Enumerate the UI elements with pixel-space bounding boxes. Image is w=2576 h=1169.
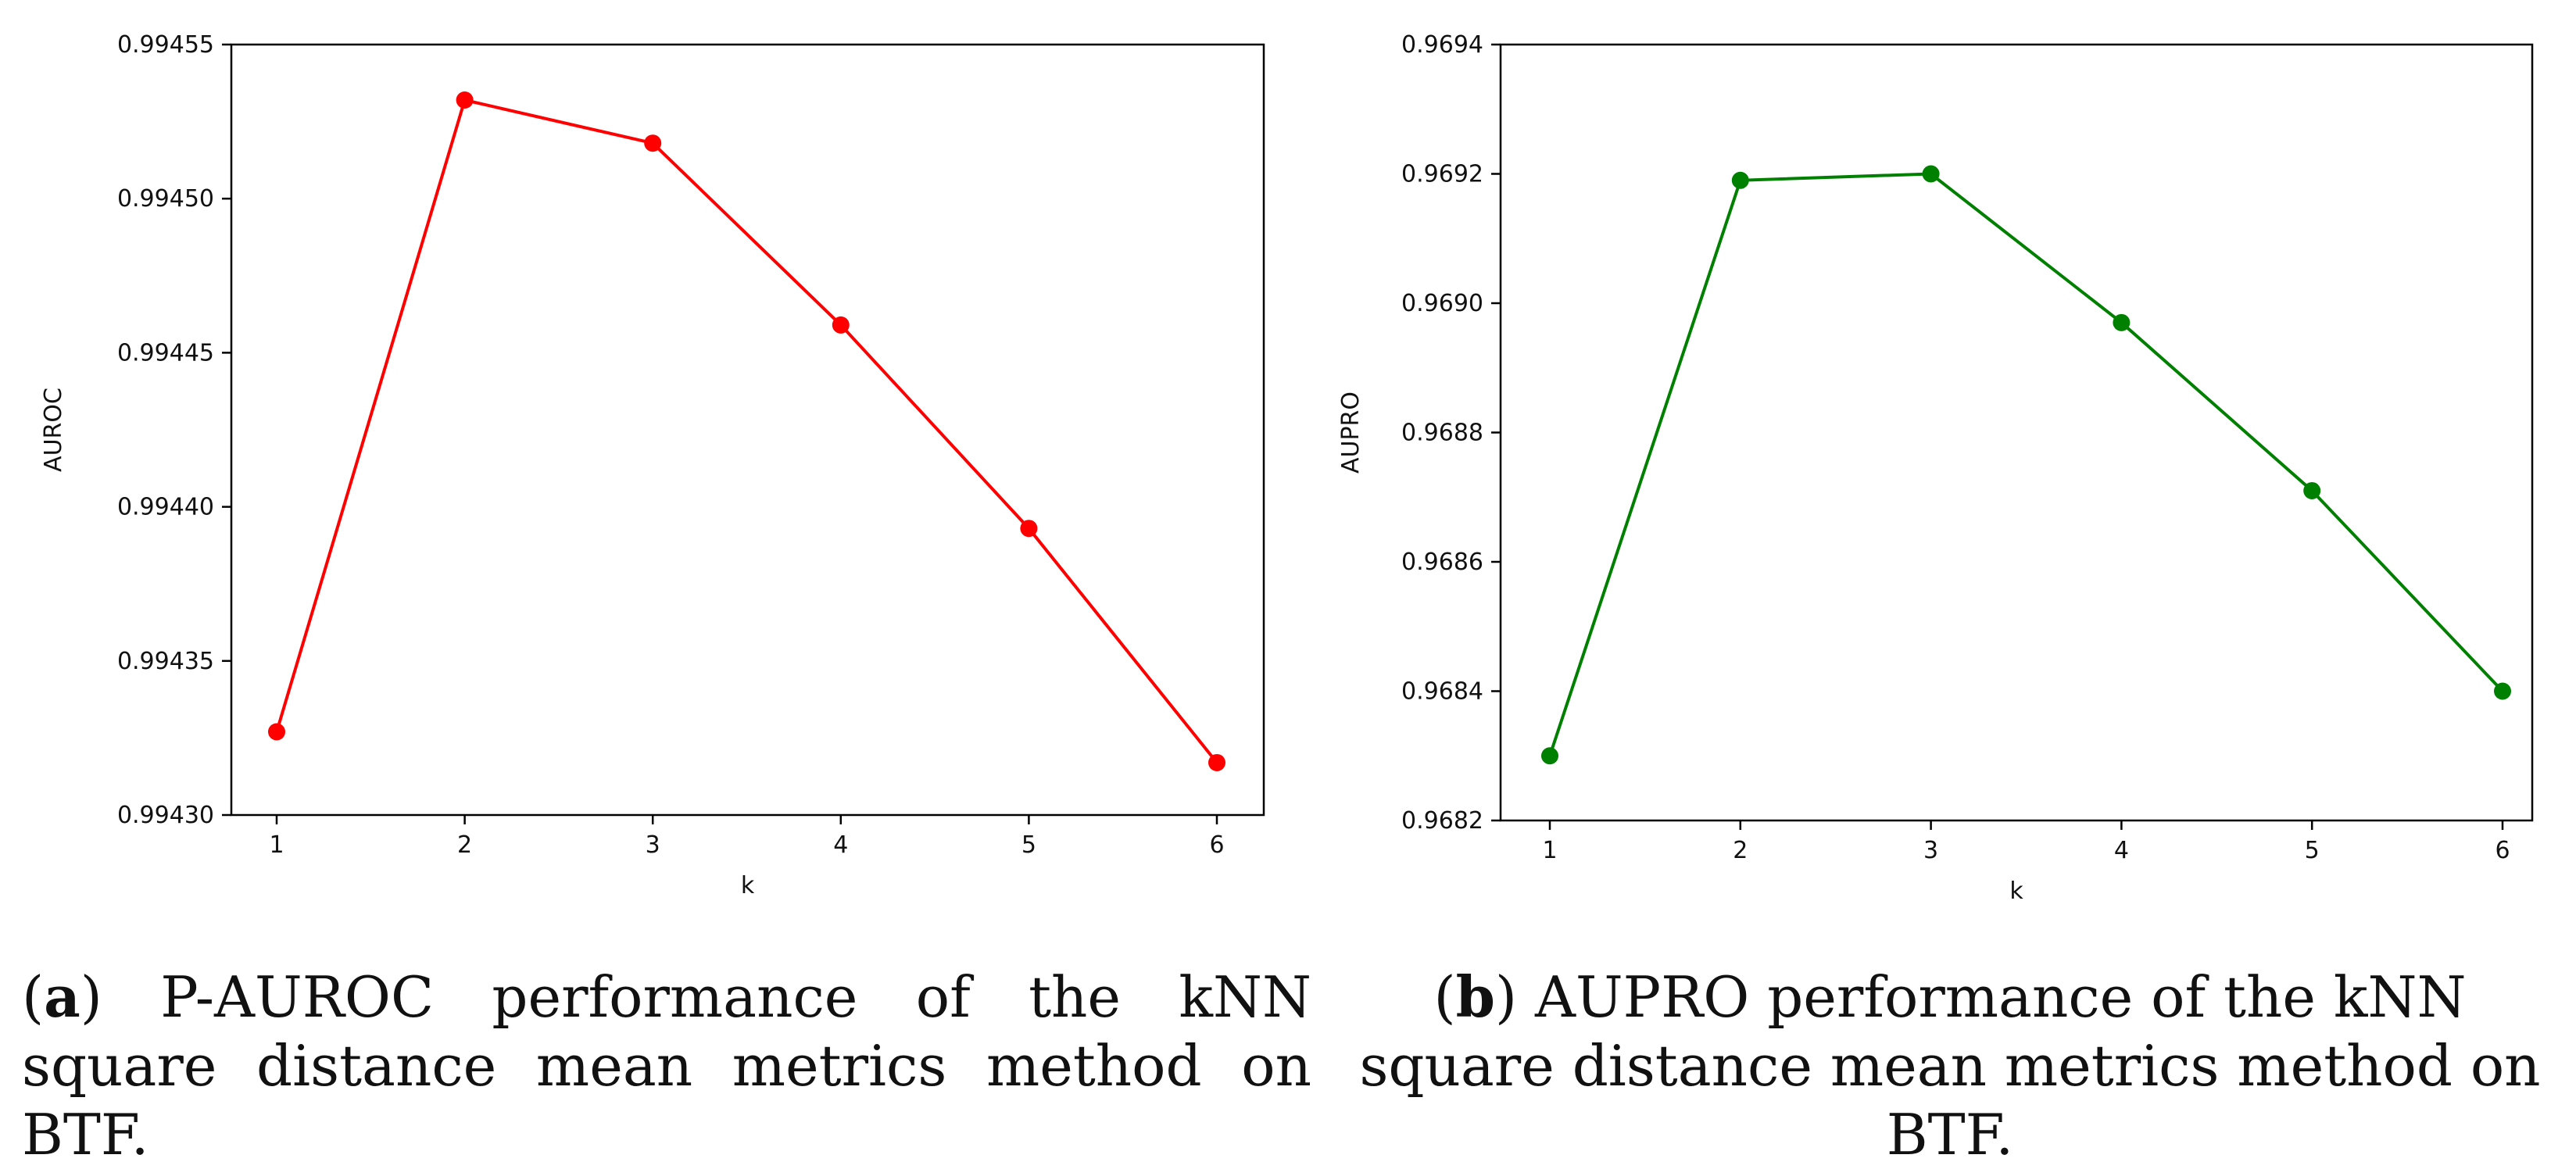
data-point-b-3 — [1922, 165, 1940, 183]
y-tick-label-a: 0.99430 — [117, 802, 214, 829]
series-line-b — [1548, 172, 2504, 756]
data-point-b-6 — [2494, 682, 2511, 700]
y-tick-label-a: 0.99450 — [117, 185, 214, 213]
chart-b-aupro: 0.9682 0.9684 0.9686 0.9688 0.9690 0.9692 0.96… — [1337, 31, 2534, 905]
data-point-b-2 — [1731, 171, 1749, 189]
x-tick-label-a: 4 — [833, 831, 848, 859]
data-point-a-3 — [644, 134, 662, 152]
data-point-a-2 — [456, 91, 474, 109]
y-tick-label-a: 0.99455 — [117, 31, 214, 59]
data-point-a-6 — [1208, 753, 1225, 771]
y-tick-label-b: 0.9688 — [1401, 420, 1483, 447]
y-tick-label-b: 0.9684 — [1401, 678, 1483, 706]
x-axis-label-b: k — [2009, 878, 2023, 905]
x-tick-label-b: 6 — [2495, 837, 2510, 864]
x-tick-label-b: 5 — [2305, 837, 2320, 864]
series-line-a — [275, 98, 1218, 764]
x-tick-label-b: 3 — [1923, 837, 1938, 864]
x-tick-label-a: 1 — [269, 831, 284, 859]
x-tick-label-a: 5 — [1021, 831, 1036, 859]
data-point-b-5 — [2303, 481, 2321, 499]
x-tick-label-a: 2 — [457, 831, 472, 859]
y-axis-label-b: AUPRO — [1337, 391, 1365, 474]
y-tick-label-a: 0.99435 — [117, 648, 214, 675]
y-tick-label-b: 0.9692 — [1401, 161, 1483, 188]
caption-b-text: AUPRO performance of the kNN square dist… — [1359, 964, 2541, 1167]
y-tick-label-a: 0.99440 — [117, 494, 214, 521]
x-tick-label-b: 4 — [2114, 837, 2129, 864]
x-tick-label-a: 3 — [646, 831, 660, 859]
y-tick-label-a: 0.99445 — [117, 339, 214, 366]
data-point-a-1 — [268, 723, 285, 741]
plot-frame-a — [230, 43, 1265, 817]
caption-b-label: b — [1455, 963, 1495, 1030]
data-point-a-4 — [832, 316, 850, 334]
caption-a: (a) P-AUROC performance of the kNN squar… — [22, 963, 1311, 1167]
x-axis-label-a: k — [741, 872, 755, 899]
caption-a-label: a — [44, 963, 80, 1030]
x-tick-label-b: 1 — [1542, 837, 1557, 864]
y-tick-label-b: 0.9682 — [1401, 807, 1483, 835]
chart-a-auroc: 0.99430 0.99435 0.99440 0.99445 0.99450 0.994… — [40, 31, 1265, 899]
y-axis-label-a: AUROC — [40, 388, 67, 472]
figure-charts: 0.99430 0.99435 0.99440 0.99445 0.99450 0.994… — [40, 31, 2534, 905]
data-point-b-1 — [1541, 747, 1558, 765]
data-point-b-4 — [2113, 313, 2131, 331]
data-point-a-5 — [1020, 520, 1038, 538]
caption-b: (b) AUPRO performance of the kNN square … — [1359, 963, 2541, 1167]
y-tick-label-b: 0.9686 — [1401, 549, 1483, 576]
caption-a-text: P-AUROC performance of the kNN square di… — [22, 964, 1311, 1167]
y-tick-label-b: 0.9694 — [1401, 31, 1483, 59]
x-tick-label-b: 2 — [1733, 837, 1748, 864]
x-tick-label-a: 6 — [1209, 831, 1224, 859]
y-tick-label-b: 0.9690 — [1401, 290, 1483, 317]
